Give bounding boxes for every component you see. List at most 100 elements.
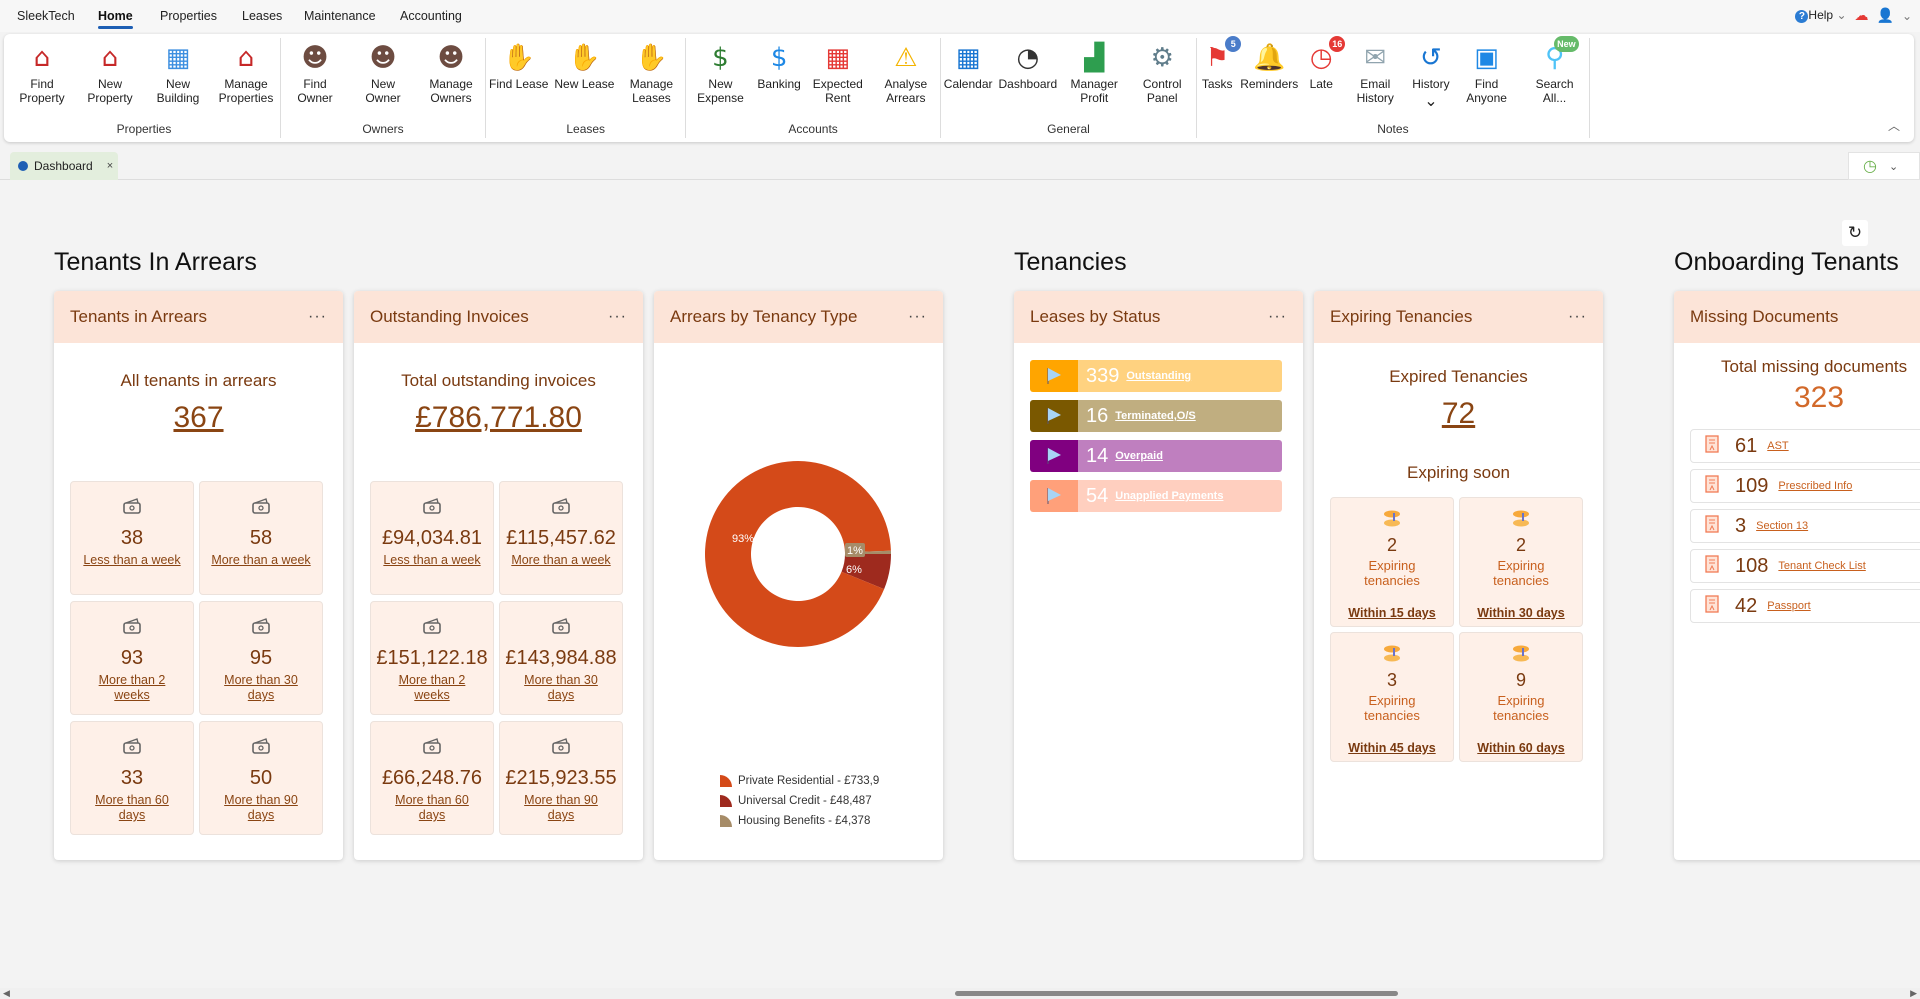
missing-document-row[interactable]: 3 Section 13	[1690, 509, 1920, 543]
find-owner-button[interactable]: ☻ Find Owner	[281, 38, 349, 118]
history-button[interactable]: ↺ History ⌄	[1409, 38, 1452, 118]
scroll-right-icon[interactable]: ▶	[1910, 988, 1917, 998]
timer-refresh-icon[interactable]: ◷	[1863, 158, 1877, 175]
more-options-button[interactable]: ···	[308, 308, 327, 325]
user-icon[interactable]: 👤	[1876, 7, 1894, 23]
lease-status-link[interactable]: Overpaid	[1115, 450, 1163, 462]
arrears-bucket-tile[interactable]: £151,122.18 More than 2 weeks	[370, 601, 494, 715]
control-panel-button[interactable]: ⚙ Control Panel	[1128, 38, 1196, 118]
new-lease-button[interactable]: ✋ New Lease	[551, 38, 617, 118]
dashboard-button[interactable]: ◔ Dashboard	[996, 38, 1061, 118]
more-options-button[interactable]: ···	[608, 308, 627, 325]
banking-button[interactable]: $ Banking	[754, 38, 803, 118]
document-link[interactable]: AST	[1767, 440, 1789, 452]
tile-link[interactable]: More than 30 days	[224, 673, 298, 702]
cloud-alert-icon[interactable]: ☁	[1854, 7, 1869, 23]
horizontal-scrollbar[interactable]: ◀ ▶	[0, 988, 1920, 999]
calendar-button[interactable]: ▦ Calendar	[941, 38, 996, 118]
lease-status-link[interactable]: Unapplied Payments	[1115, 490, 1224, 502]
document-link[interactable]: Prescribed Info	[1778, 480, 1853, 492]
more-options-button[interactable]: ···	[1568, 308, 1587, 325]
tile-link[interactable]: Less than a week	[83, 553, 181, 567]
tile-link[interactable]: More than 60 days	[95, 793, 169, 822]
missing-document-row[interactable]: 109 Prescribed Info	[1690, 469, 1920, 503]
collapse-ribbon-icon[interactable]: ︿	[1887, 119, 1900, 133]
arrears-bucket-tile[interactable]: 93 More than 2 weeks	[70, 601, 194, 715]
tile-link[interactable]: More than 2 weeks	[398, 673, 466, 702]
arrears-bucket-tile[interactable]: 33 More than 60 days	[70, 721, 194, 835]
tile-link[interactable]: More than a week	[511, 553, 611, 567]
analyse-arrears-button[interactable]: ⚠ Analyse Arrears	[872, 38, 940, 118]
arrears-bucket-tile[interactable]: £215,923.55 More than 90 days	[499, 721, 623, 835]
menu-home[interactable]: Home	[98, 9, 133, 29]
arrears-bucket-tile[interactable]: 50 More than 90 days	[199, 721, 323, 835]
legend-item[interactable]: Universal Credit - £48,487	[720, 791, 879, 811]
expected-rent-button[interactable]: ▦ Expected Rent	[804, 38, 872, 118]
tile-link[interactable]: More than a week	[211, 553, 311, 567]
new-owner-button[interactable]: ☻ New Owner	[349, 38, 417, 118]
manage-owners-button[interactable]: ☻ Manage Owners	[417, 38, 485, 118]
refresh-icon[interactable]: ↻	[1842, 220, 1868, 246]
chevron-down-icon[interactable]: ⌄	[1901, 8, 1912, 23]
arrears-bucket-tile[interactable]: 95 More than 30 days	[199, 601, 323, 715]
expiring-tile[interactable]: 9 Expiring tenancies Within 60 days	[1459, 632, 1583, 762]
close-tab-icon[interactable]: ×	[106, 160, 114, 172]
lease-status-link[interactable]: Outstanding	[1126, 370, 1192, 382]
late-button[interactable]: ◷ 16 Late	[1301, 36, 1346, 118]
reminders-button[interactable]: 🔔 Reminders	[1237, 38, 1301, 118]
arrears-bucket-tile[interactable]: 58 More than a week	[199, 481, 323, 595]
donut-slice-universal-credit[interactable]	[841, 554, 891, 590]
donut-slice-private-residential[interactable]	[705, 461, 891, 647]
menu-maintenance[interactable]: Maintenance	[304, 9, 376, 23]
chevron-down-icon[interactable]: ⌄	[1888, 160, 1899, 173]
document-link[interactable]: Tenant Check List	[1778, 560, 1866, 572]
document-link[interactable]: Passport	[1767, 600, 1811, 612]
tile-link[interactable]: More than 90 days	[224, 793, 298, 822]
arrears-bucket-tile[interactable]: £115,457.62 More than a week	[499, 481, 623, 595]
expiring-window-link[interactable]: Within 60 days	[1477, 741, 1565, 755]
invoices-total-link[interactable]: £786,771.80	[415, 401, 582, 434]
search-all-button[interactable]: ⚲ New Search All...	[1521, 36, 1589, 118]
arrears-total-link[interactable]: 367	[173, 401, 224, 434]
help-button[interactable]: ? Help ⌄	[1795, 8, 1847, 23]
tile-link[interactable]: Less than a week	[383, 553, 481, 567]
expired-count-link[interactable]: 72	[1441, 397, 1476, 430]
arrears-bucket-tile[interactable]: £66,248.76 More than 60 days	[370, 721, 494, 835]
menu-leases[interactable]: Leases	[242, 9, 283, 23]
expiring-window-link[interactable]: Within 15 days	[1348, 606, 1436, 620]
tile-link[interactable]: More than 30 days	[524, 673, 598, 702]
find-property-button[interactable]: ⌂ Find Property	[8, 38, 76, 118]
more-options-button[interactable]: ···	[908, 308, 927, 325]
arrears-bucket-tile[interactable]: £143,984.88 More than 30 days	[499, 601, 623, 715]
lease-status-link[interactable]: Terminated,O/S	[1115, 410, 1196, 422]
expiring-tile[interactable]: 2 Expiring tenancies Within 15 days	[1330, 497, 1454, 627]
expiring-window-link[interactable]: Within 30 days	[1477, 606, 1565, 620]
scrollbar-thumb[interactable]	[955, 991, 1398, 996]
expiring-window-link[interactable]: Within 45 days	[1348, 741, 1436, 755]
missing-document-row[interactable]: 42 Passport	[1690, 589, 1920, 623]
arrears-bucket-tile[interactable]: 38 Less than a week	[70, 481, 194, 595]
manager-profit-button[interactable]: ▟ Manager Profit	[1060, 38, 1128, 118]
more-options-button[interactable]: ···	[1268, 308, 1287, 325]
tile-link[interactable]: More than 2 weeks	[98, 673, 166, 702]
email-history-button[interactable]: ✉ Email History	[1341, 38, 1409, 118]
tile-link[interactable]: More than 60 days	[395, 793, 469, 822]
tab-dashboard[interactable]: Dashboard ×	[10, 152, 118, 180]
find-lease-button[interactable]: ✋ Find Lease	[486, 38, 551, 118]
lease-status-row[interactable]: 54 Unapplied Payments	[1030, 480, 1282, 512]
arrears-bucket-tile[interactable]: £94,034.81 Less than a week	[370, 481, 494, 595]
lease-status-row[interactable]: 16 Terminated,O/S	[1030, 400, 1282, 432]
manage-leases-button[interactable]: ✋ Manage Leases	[617, 38, 685, 118]
new-building-button[interactable]: ▦ New Building	[144, 38, 212, 118]
find-anyone-button[interactable]: ▣ Find Anyone	[1453, 38, 1521, 118]
legend-item[interactable]: Private Residential - £733,9	[720, 771, 879, 791]
legend-item[interactable]: Housing Benefits - £4,378	[720, 811, 879, 831]
expiring-tile[interactable]: 2 Expiring tenancies Within 30 days	[1459, 497, 1583, 627]
document-link[interactable]: Section 13	[1756, 520, 1809, 532]
menu-accounting[interactable]: Accounting	[400, 9, 462, 23]
missing-document-row[interactable]: 61 AST	[1690, 429, 1920, 463]
tile-link[interactable]: More than 90 days	[524, 793, 598, 822]
new-expense-button[interactable]: $ New Expense	[686, 38, 754, 118]
scroll-left-icon[interactable]: ◀	[3, 988, 10, 998]
new-property-button[interactable]: ⌂ New Property	[76, 38, 144, 118]
